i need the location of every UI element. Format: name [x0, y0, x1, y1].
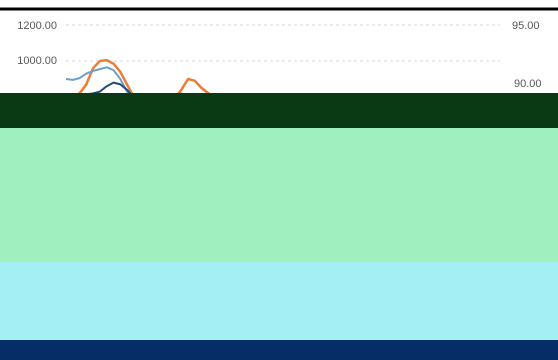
y-right-tick-95: 95.00	[512, 20, 540, 32]
overlay-band-4	[0, 340, 558, 360]
y-left-tick-1000: 1000.00	[17, 55, 57, 67]
overlay-band-2	[0, 128, 558, 262]
overlay-band-3	[0, 262, 558, 340]
overlay-band-1	[0, 93, 558, 128]
grid-lines	[66, 24, 500, 98]
y-left-tick-1200: 1200.00	[17, 20, 57, 32]
overlay-bands	[0, 93, 558, 360]
y-right-tick-90: 90.00	[514, 78, 542, 90]
